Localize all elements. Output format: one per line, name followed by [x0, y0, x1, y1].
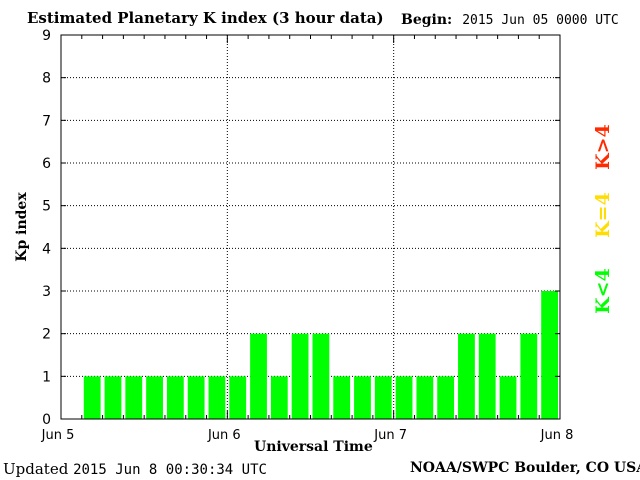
y-tick-label: 4: [42, 241, 51, 257]
chart-title: Estimated Planetary K index (3 hour data…: [27, 9, 384, 27]
x-axis-label: Universal Time: [254, 439, 373, 455]
kp-bar: [187, 376, 205, 419]
kp-bar: [229, 376, 247, 419]
kp-bar: [374, 376, 392, 419]
kp-bar: [478, 333, 496, 419]
begin-label: Begin:: [401, 12, 453, 28]
y-tick-label: 1: [42, 369, 51, 385]
begin-time: Begin: 2015 Jun 05 0000 UTC: [401, 12, 619, 28]
begin-value: 2015 Jun 05 0000 UTC: [462, 13, 619, 28]
y-tick-label: 8: [42, 71, 51, 87]
kp-bar: [416, 376, 434, 419]
x-tick-label: Jun 5: [41, 428, 75, 443]
x-tick-label: Jun 6: [207, 428, 241, 443]
kp-bar: [354, 376, 371, 419]
kp-bar: [458, 333, 475, 419]
legend-k-less-4: K<4: [592, 268, 614, 314]
updated-value: 2015 Jun 8 00:30:34 UTC: [73, 462, 267, 478]
x-tick-label: Jun 7: [373, 428, 407, 443]
credit-text: NOAA/SWPC Boulder, CO USA: [410, 460, 640, 476]
kp-bar: [333, 376, 351, 419]
kp-bar: [437, 376, 455, 419]
kp-bar: [250, 333, 267, 419]
kp-bar: [291, 333, 309, 419]
kp-bar: [83, 376, 101, 419]
kp-bar: [166, 376, 184, 419]
legend-k-greater-4: K>4: [592, 124, 614, 170]
y-tick-label: 0: [42, 412, 51, 428]
kp-bar: [541, 291, 558, 419]
updated-timestamp: Updated 2015 Jun 8 00:30:34 UTC: [3, 460, 267, 478]
kp-bar: [270, 376, 288, 419]
kp-bar: [125, 376, 143, 419]
y-tick-label: 6: [42, 156, 51, 172]
y-tick-label: 3: [42, 284, 51, 300]
x-tick-label: Jun 8: [540, 428, 574, 443]
kp-bar: [208, 376, 226, 419]
kp-bar: [104, 376, 122, 419]
y-tick-label: 7: [42, 113, 51, 129]
kp-bar: [520, 333, 538, 419]
y-tick-label: 9: [42, 28, 51, 44]
y-axis-label: Kp index: [14, 192, 30, 262]
kp-bar: [312, 333, 330, 419]
updated-label: Updated: [3, 460, 69, 478]
y-tick-label: 2: [42, 327, 51, 343]
kp-bar: [499, 376, 517, 419]
kp-bar: [395, 376, 413, 419]
legend-k-equal-4: K=4: [592, 192, 614, 238]
y-tick-label: 5: [42, 199, 51, 215]
kp-bar: [146, 376, 163, 419]
